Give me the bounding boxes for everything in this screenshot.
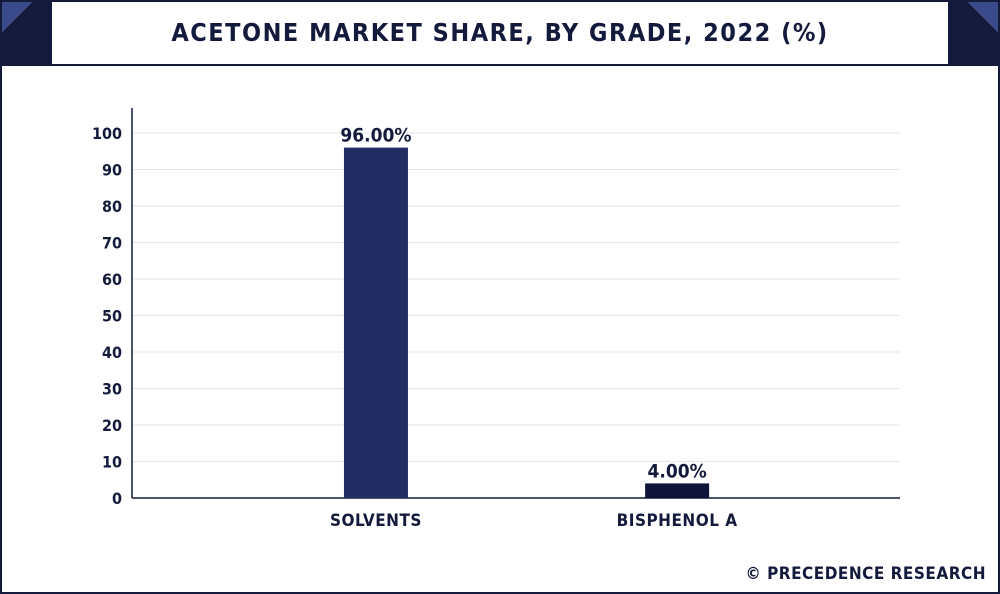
chart-title: ACETONE MARKET SHARE, BY GRADE, 2022 (%) (171, 18, 829, 47)
x-tick-label: BISPHENOL A (617, 511, 738, 531)
header-bar: ACETONE MARKET SHARE, BY GRADE, 2022 (%) (2, 2, 998, 66)
y-tick-label: 40 (102, 343, 122, 362)
bar (343, 147, 408, 498)
source-credit: © PRECEDENCE RESEARCH (745, 564, 986, 584)
y-tick-label: 30 (102, 380, 122, 399)
y-tick-label: 10 (102, 453, 122, 472)
y-tick-label: 0 (112, 489, 122, 508)
y-tick-label: 100 (92, 124, 122, 143)
x-tick-label: SOLVENTS (330, 511, 422, 531)
y-tick-label: 80 (102, 197, 122, 216)
y-tick-label: 70 (102, 234, 122, 253)
y-tick-label: 90 (102, 161, 122, 180)
y-tick-label: 60 (102, 270, 122, 289)
header-corner-right-decoration (948, 2, 998, 64)
bar (645, 483, 710, 498)
data-label: 96.00% (340, 125, 411, 147)
data-label: 4.00% (647, 460, 706, 482)
y-tick-label: 20 (102, 416, 122, 435)
header-corner-left-decoration (2, 2, 52, 64)
y-tick-label: 50 (102, 307, 122, 326)
